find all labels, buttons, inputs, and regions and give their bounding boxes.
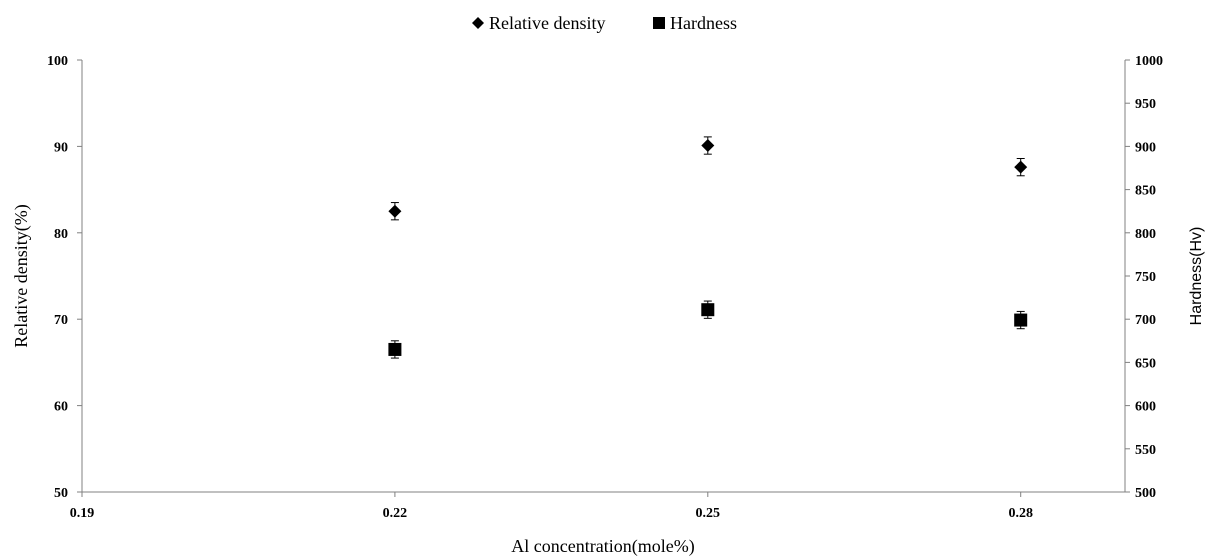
x-tick-label-2: 0.25 — [696, 506, 721, 521]
legend-marker-hardness — [653, 17, 665, 29]
point-hardness-0 — [388, 342, 402, 356]
data-marks — [388, 136, 1028, 359]
y2-tick-label-8: 900 — [1135, 140, 1156, 155]
y2-tick-label-10: 1000 — [1135, 54, 1163, 69]
y2-tick-label-4: 700 — [1135, 313, 1156, 328]
y-axis-right-title: Hardness(Hv) — [1188, 227, 1205, 326]
x-axis-title: Al concentration(mole%) — [511, 536, 694, 556]
y-tick-label-2: 70 — [54, 313, 68, 328]
y-axis-left-title: Relative density(%) — [11, 204, 32, 347]
axis-ticks — [77, 59, 1130, 497]
legend: Relative density Hardness — [472, 13, 737, 33]
y2-tick-label-2: 600 — [1135, 400, 1156, 415]
legend-item-relative-density: Relative density — [472, 13, 605, 33]
y2-tick-label-1: 550 — [1135, 443, 1156, 458]
x-tick-label-0: 0.19 — [70, 506, 95, 521]
y-tick-label-1: 60 — [54, 400, 68, 415]
y2-tick-label-7: 850 — [1135, 184, 1156, 199]
y2-tick-label-5: 750 — [1135, 270, 1156, 285]
axis-tick-labels: 0.19 0.22 0.25 0.28 50 60 70 80 90 100 500 550 600 65… — [47, 54, 1163, 521]
y-tick-label-0: 50 — [54, 486, 68, 501]
y2-tick-label-3: 650 — [1135, 356, 1156, 371]
legend-marker-relative-density — [472, 17, 484, 29]
point-relative-density-2 — [1014, 160, 1028, 174]
y-tick-label-3: 80 — [54, 227, 68, 242]
x-tick-label-3: 0.28 — [1008, 506, 1033, 521]
y2-tick-label-9: 950 — [1135, 97, 1156, 112]
y-tick-label-4: 90 — [54, 140, 68, 155]
point-hardness-1 — [701, 303, 715, 317]
legend-label-hardness: Hardness — [670, 13, 737, 33]
point-relative-density-1 — [701, 139, 715, 153]
x-tick-label-1: 0.22 — [383, 506, 408, 521]
point-hardness-2 — [1014, 313, 1028, 327]
y-tick-label-5: 100 — [47, 54, 68, 69]
y2-tick-label-6: 800 — [1135, 227, 1156, 242]
legend-label-relative-density: Relative density — [489, 13, 605, 33]
legend-item-hardness: Hardness — [653, 13, 737, 33]
y2-tick-label-0: 500 — [1135, 486, 1156, 501]
point-relative-density-0 — [388, 204, 402, 218]
